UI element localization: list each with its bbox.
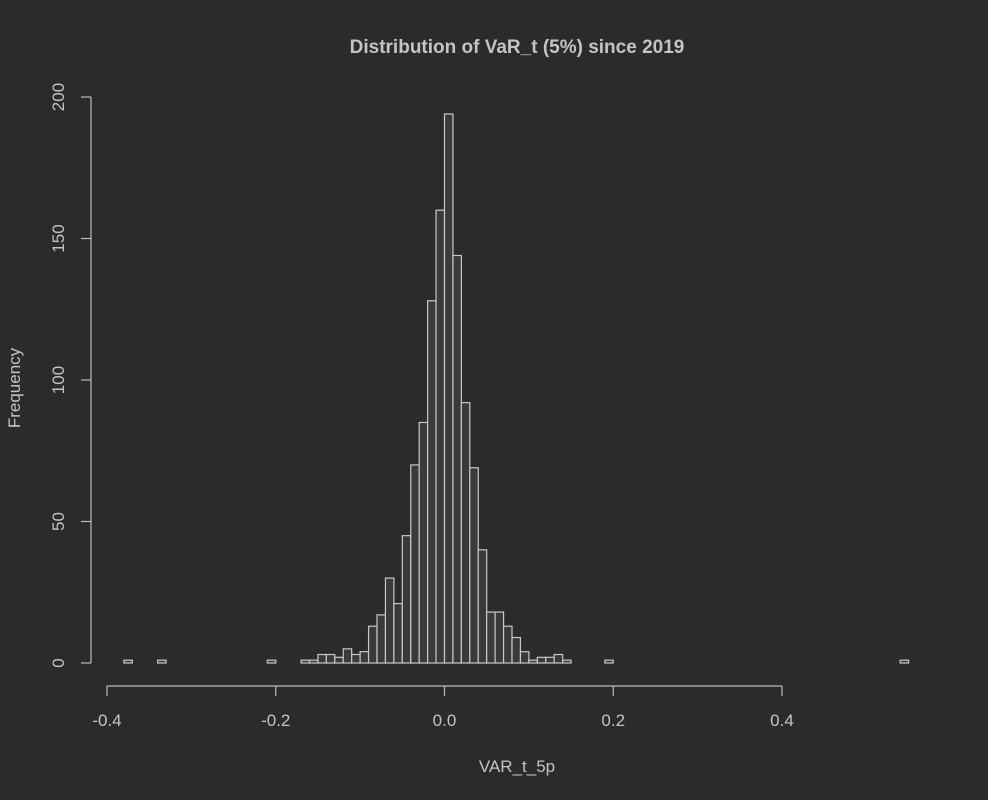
histogram-bar: [562, 659, 572, 664]
histogram-bar: [401, 535, 412, 664]
y-axis-label: Frequency: [5, 347, 24, 428]
x-tick-label: -0.2: [261, 711, 290, 730]
histogram-bar: [452, 254, 462, 664]
histogram-bar: [367, 625, 378, 664]
y-tick-label: 150: [49, 224, 68, 252]
histogram-bar: [393, 602, 403, 664]
histogram-bar: [536, 656, 547, 664]
y-tick-label: 50: [49, 512, 68, 531]
x-axis-label: VAR_t_5p: [479, 757, 555, 776]
histogram-bar: [494, 611, 505, 664]
histogram-bar: [545, 656, 555, 664]
x-tick-label: 0.2: [601, 711, 625, 730]
histogram-bars: [123, 113, 910, 664]
histogram-bar: [418, 421, 429, 664]
y-tick-label: 0: [49, 658, 68, 667]
histogram-bar: [123, 659, 133, 664]
histogram-bar: [460, 402, 471, 664]
histogram-bar: [376, 614, 387, 664]
histogram-bar: [342, 648, 353, 664]
histogram-bar: [469, 467, 479, 664]
histogram-bar: [410, 464, 420, 664]
histogram-bar: [317, 653, 327, 664]
histogram-bar: [300, 659, 311, 664]
chart-title: Distribution of VaR_t (5%) since 2019: [350, 37, 685, 58]
x-axis-ticks: -0.4 -0.2 0.0 0.2 0.4: [92, 686, 794, 730]
histogram-bar: [899, 659, 910, 664]
histogram-bar: [308, 659, 319, 664]
x-tick-label: 0.0: [433, 711, 457, 730]
histogram-bar: [157, 659, 167, 664]
histogram-bar: [334, 656, 344, 664]
histogram-bar: [519, 651, 530, 664]
histogram-bar: [351, 653, 361, 664]
histogram-bar: [604, 659, 614, 664]
histogram-bar: [435, 209, 446, 664]
histogram-bar: [443, 113, 454, 664]
histogram-bar: [384, 577, 395, 664]
histogram-bar: [528, 659, 538, 664]
histogram-bar: [511, 636, 522, 664]
histogram-bar: [427, 300, 437, 664]
y-axis-ticks: 0 50 100 150 200: [49, 83, 91, 668]
histogram-bar: [486, 611, 496, 664]
y-tick-label: 100: [49, 366, 68, 394]
x-tick-label: 0.4: [770, 711, 794, 730]
histogram-bar: [477, 549, 488, 664]
histogram-bar: [553, 653, 564, 664]
histogram-bar: [266, 659, 277, 664]
histogram-bar: [502, 625, 513, 664]
x-axis: -0.4 -0.2 0.0 0.2 0.4: [92, 685, 794, 730]
y-axis: 0 50 100 150 200: [49, 83, 92, 668]
histogram-bar: [325, 653, 336, 664]
x-tick-label: -0.4: [92, 711, 121, 730]
histogram-bar: [359, 651, 370, 664]
y-tick-label: 200: [49, 83, 68, 111]
